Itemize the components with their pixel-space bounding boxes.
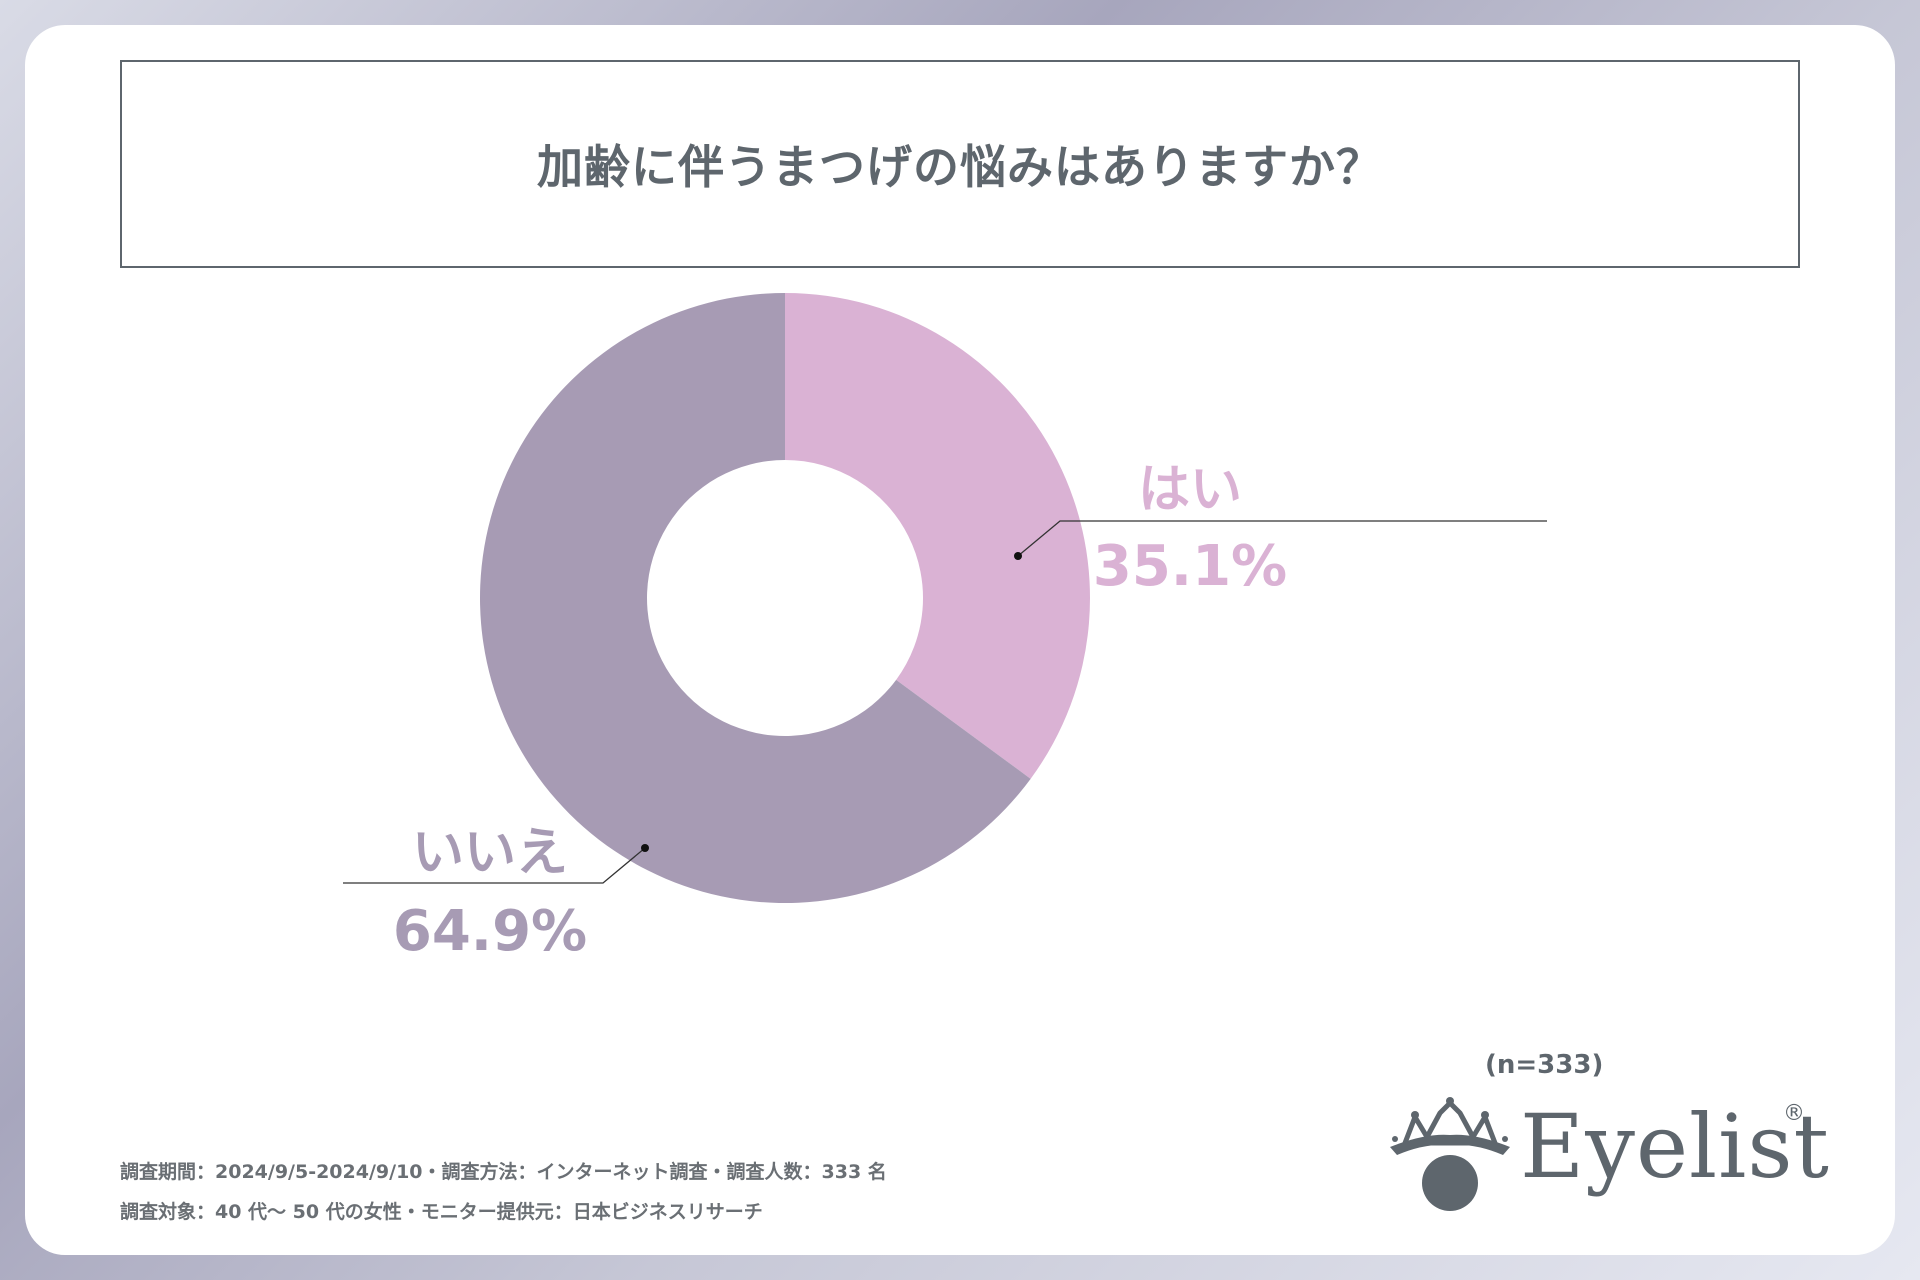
chart-title: 加齢に伴うまつげの悩みはありますか？	[537, 140, 1383, 194]
donut-slice-no	[479, 293, 1031, 903]
footnote-survey-target: 調査対象：40 代～ 50 代の女性・モニター提供元：日本ビジネスリサーチ	[120, 1201, 763, 1223]
leader-dot-no	[641, 844, 649, 852]
footnote-survey-period: 調査期間：2024/9/5-2024/9/10・調査方法：インターネット調査・調…	[120, 1161, 887, 1183]
category-label-no: いいえ	[412, 823, 568, 883]
donut-slice-yes	[785, 293, 1090, 779]
card: 加齢に伴うまつげの悩みはありますか？ はい 35.1% いいえ 64.9% (n=33…	[25, 25, 1895, 1255]
category-label-yes: はい	[1138, 460, 1242, 520]
title-box: 加齢に伴うまつげの悩みはありますか？	[120, 60, 1800, 268]
crown-eye-icon	[1390, 1097, 1510, 1211]
brand-name: Eyelist	[1520, 1095, 1830, 1198]
leader-line-yes	[1017, 520, 1547, 557]
leader-line-no	[343, 847, 646, 884]
value-label-yes: 35.1%	[1093, 534, 1287, 599]
value-label-no: 64.9%	[393, 899, 587, 964]
sample-size: (n=333)	[1485, 1050, 1604, 1080]
leader-dot-yes	[1014, 552, 1022, 560]
brand-logo: Eyelist ®	[1385, 1095, 1829, 1245]
donut-chart: はい 35.1% いいえ 64.9%	[343, 293, 1547, 964]
brand-reg-mark: ®	[1783, 1101, 1805, 1126]
